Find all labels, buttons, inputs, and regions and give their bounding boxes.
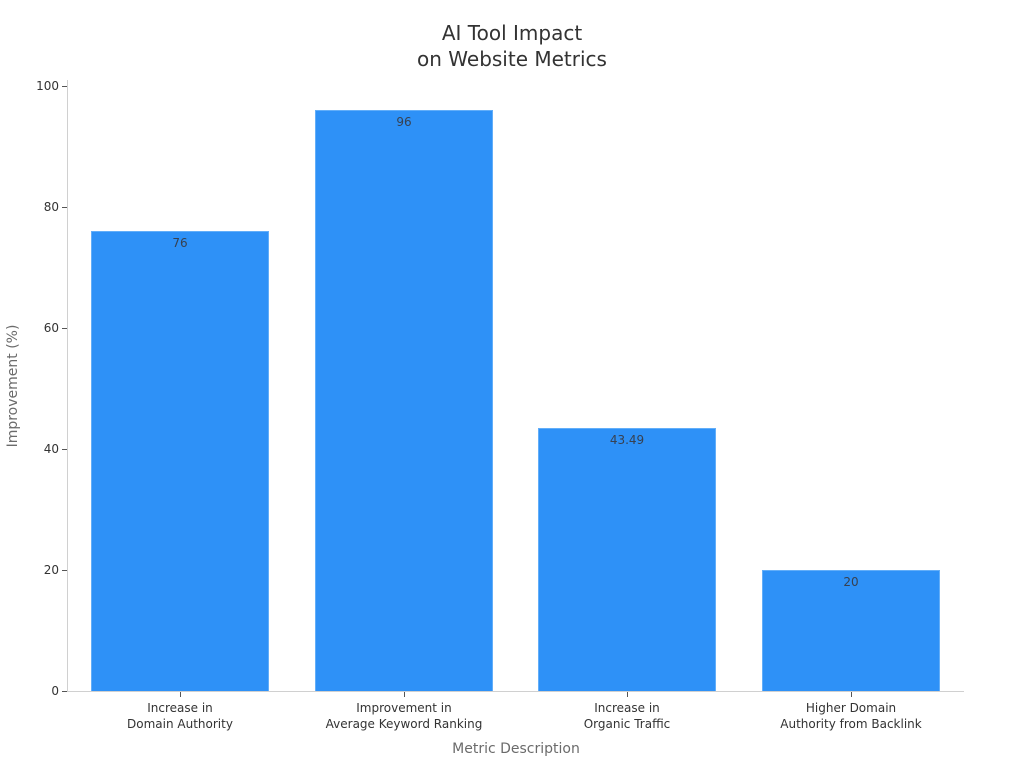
- bar-value-label: 43.49: [609, 433, 645, 447]
- bar: 43.49: [538, 428, 716, 691]
- y-tick: 0: [0, 684, 67, 705]
- x-axis-label: Metric Description: [452, 741, 580, 757]
- y-axis-line: [67, 80, 68, 692]
- bar-value-label: 76: [172, 236, 188, 250]
- x-tick-label: Improvement in Average Keyword Ranking: [325, 701, 483, 731]
- y-tick: 40: [0, 442, 67, 463]
- y-tick: 60: [0, 321, 67, 342]
- chart-title-line-1: AI Tool Impact: [441, 21, 583, 45]
- chart-title-line-2: on Website Metrics: [417, 47, 607, 71]
- y-tick: 80: [0, 200, 67, 221]
- y-tick-label: 60: [43, 321, 59, 335]
- y-tick-label: 0: [51, 684, 59, 698]
- bar: 76: [91, 231, 269, 691]
- x-tick-mark: [180, 692, 181, 697]
- y-tick-mark: [62, 86, 67, 87]
- x-tick-mark: [627, 692, 628, 697]
- x-tick-mark: [851, 692, 852, 697]
- y-tick-label: 100: [36, 79, 59, 93]
- bar: 96: [315, 110, 493, 691]
- y-tick-mark: [62, 691, 67, 692]
- bar-value-label: 96: [396, 115, 412, 129]
- y-tick-mark: [62, 207, 67, 208]
- x-tick-label: Higher Domain Authority from Backlink: [780, 701, 922, 731]
- y-tick-mark: [62, 570, 67, 571]
- y-tick-label: 40: [43, 442, 59, 456]
- x-axis-line: [67, 691, 964, 692]
- y-axis-label: Improvement (%): [5, 324, 21, 448]
- bar-value-label: 20: [843, 575, 859, 589]
- chart-title: AI Tool Impact on Website Metrics: [0, 20, 1024, 72]
- y-tick: 100: [0, 79, 67, 100]
- y-tick-label: 20: [43, 563, 59, 577]
- x-tick-label: Increase in Domain Authority: [127, 701, 233, 731]
- bar: 20: [762, 570, 940, 691]
- x-tick-label: Increase in Organic Traffic: [583, 701, 671, 731]
- y-tick-mark: [62, 449, 67, 450]
- x-tick-mark: [404, 692, 405, 697]
- y-tick-mark: [62, 328, 67, 329]
- y-tick-label: 80: [43, 200, 59, 214]
- y-tick: 20: [0, 563, 67, 584]
